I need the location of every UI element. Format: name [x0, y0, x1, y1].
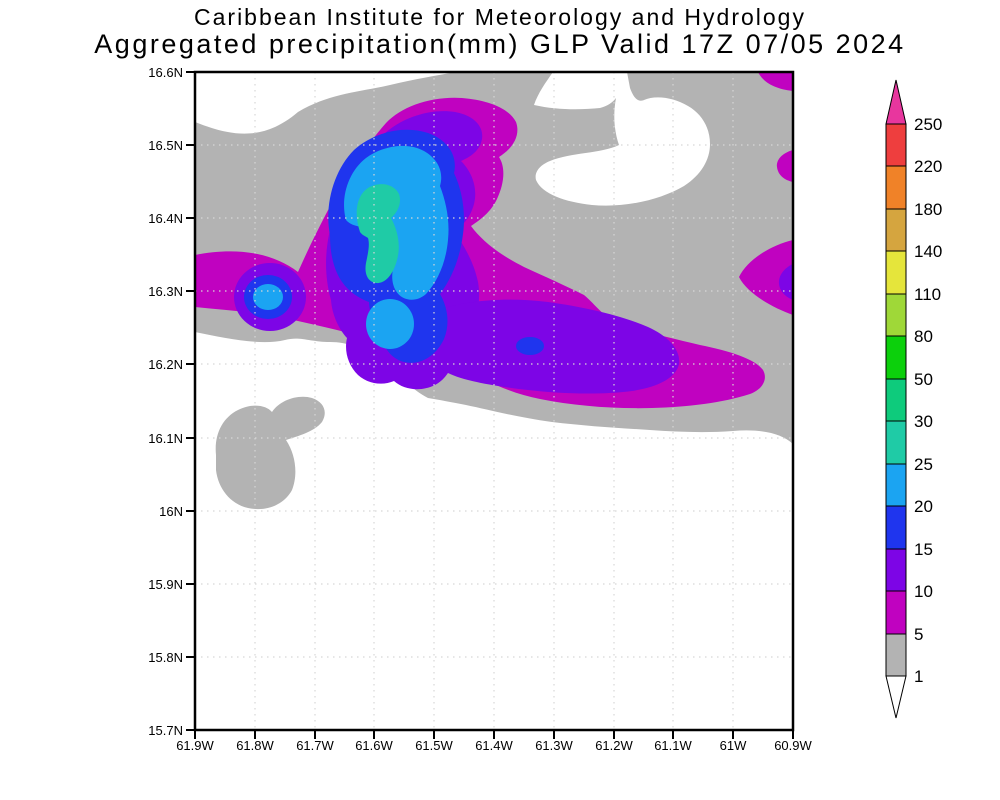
colorbar: 250 220 180 140 110 80 50 30 25 20 15 10… [885, 79, 942, 719]
colorbar-segment [885, 293, 907, 337]
colorbar-label: 1 [914, 667, 923, 686]
graticule-gridlines [195, 72, 793, 730]
contour-20-25mm-western-core [253, 284, 283, 310]
colorbar-labels: 250 220 180 140 110 80 50 30 25 20 15 10… [914, 115, 942, 686]
y-tick-label: 16.1N [148, 431, 183, 446]
contour-5-10mm-east-wedge [739, 240, 793, 315]
x-axis-labels: 61.9W 61.8W 61.7W 61.6W 61.5W 61.4W 61.3… [176, 738, 812, 753]
colorbar-label: 50 [914, 370, 933, 389]
x-tick-label: 61.3W [535, 738, 573, 753]
colorbar-segment [885, 463, 907, 507]
x-tick-label: 61.5W [415, 738, 453, 753]
x-tick-label: 61.7W [296, 738, 334, 753]
x-tick-label: 61.1W [654, 738, 692, 753]
contour-20-25mm-secondary-core [366, 299, 414, 349]
colorbar-label: 10 [914, 582, 933, 601]
y-tick-label: 15.8N [148, 650, 183, 665]
page-title: Caribbean Institute for Meteorology and … [194, 4, 806, 30]
colorbar-segment [885, 548, 907, 592]
y-tick-label: 15.7N [148, 723, 183, 738]
x-tick-label: 60.9W [774, 738, 812, 753]
page-subtitle: Aggregated precipitation(mm) GLP Valid 1… [94, 29, 906, 59]
x-tick-label: 61.8W [236, 738, 274, 753]
colorbar-label: 20 [914, 497, 933, 516]
colorbar-segment [885, 250, 907, 295]
y-tick-label: 16.4N [148, 211, 183, 226]
x-tick-label: 61.6W [355, 738, 393, 753]
colorbar-segment [885, 505, 907, 550]
colorbar-label: 180 [914, 200, 942, 219]
contour-field [195, 72, 793, 730]
colorbar-segment [885, 633, 907, 677]
contour-25-30mm-core [356, 184, 401, 284]
contour-20-25mm-banana [344, 145, 449, 300]
colorbar-label: 5 [914, 625, 923, 644]
contour-5-10mm-east-bump [776, 150, 793, 182]
x-tick-label: 61W [720, 738, 747, 753]
colorbar-label: 250 [914, 115, 942, 134]
contour-15-20mm-eastern-spot [516, 337, 544, 355]
colorbar-segment [885, 123, 907, 167]
y-tick-label: 15.9N [148, 577, 183, 592]
colorbar-segment [885, 335, 907, 380]
colorbar-label: 220 [914, 157, 942, 176]
colorbar-segment [885, 208, 907, 252]
colorbar-label: 25 [914, 455, 933, 474]
y-tick-label: 16N [159, 504, 183, 519]
colorbar-segment [885, 378, 907, 422]
x-axis-ticks [194, 730, 794, 739]
contour-5-10mm-northeast-corner [758, 72, 793, 91]
colorbar-top-arrow [885, 79, 907, 125]
colorbar-bottom-arrow [885, 675, 907, 719]
colorbar-label: 15 [914, 540, 933, 559]
y-axis-ticks [186, 71, 195, 731]
y-tick-label: 16.2N [148, 357, 183, 372]
x-tick-label: 61.9W [176, 738, 214, 753]
colorbar-label: 30 [914, 412, 933, 431]
contour-1-5mm-isolated-patch [215, 396, 325, 510]
y-tick-label: 16.3N [148, 284, 183, 299]
y-tick-label: 16.5N [148, 138, 183, 153]
x-tick-label: 61.2W [595, 738, 633, 753]
y-tick-label: 16.6N [148, 65, 183, 80]
colorbar-label: 110 [914, 285, 941, 304]
colorbar-label: 140 [914, 242, 942, 261]
contour-10-15mm-southeast-band [432, 299, 680, 394]
y-axis-labels: 16.6N 16.5N 16.4N 16.3N 16.2N 16.1N 16N … [148, 65, 183, 738]
colorbar-segment [885, 590, 907, 635]
colorbar-label: 80 [914, 327, 933, 346]
x-tick-label: 61.4W [475, 738, 513, 753]
colorbar-segment [885, 165, 907, 210]
colorbar-segment [885, 420, 907, 465]
